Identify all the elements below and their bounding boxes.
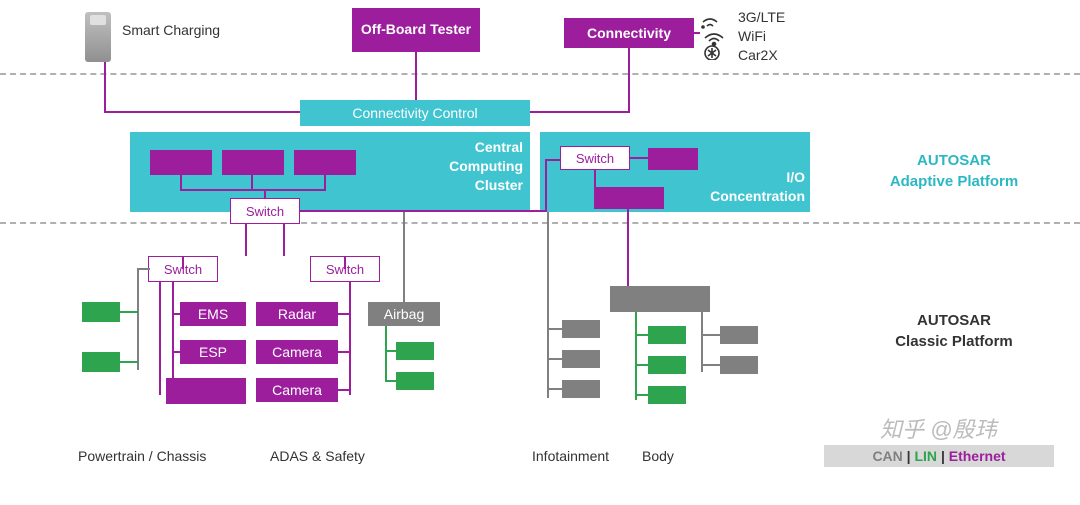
esp-module: ESP (180, 340, 246, 364)
switch-io: Switch (560, 146, 630, 170)
io-concentration-label: I/O Concentration (690, 168, 805, 206)
domain-body: Body (642, 448, 674, 464)
domain-powertrain: Powertrain / Chassis (78, 448, 206, 464)
airbag-module: Airbag (368, 302, 440, 326)
body-green-1 (648, 326, 686, 344)
body-green-3 (648, 386, 686, 404)
infotainment-block-3 (562, 380, 600, 398)
infotainment-block-1 (562, 320, 600, 338)
io-l1: I/O (786, 169, 805, 185)
adaptive-platform-label: AUTOSARAdaptive Platform (854, 150, 1054, 192)
green-block-l2 (82, 352, 120, 372)
central-l1: Central (475, 139, 523, 155)
legend: CAN | LIN | Ethernet (824, 445, 1054, 467)
cluster-node-1 (150, 150, 212, 175)
dashed-separator-lower (0, 222, 1080, 224)
wireless-car2x: Car2X (738, 47, 778, 63)
wireless-wifi: WiFi (738, 28, 766, 44)
camera2-module: Camera (256, 378, 338, 402)
powertrain-purple-block (166, 378, 246, 404)
legend-sep2: | (941, 448, 949, 464)
central-l2: Computing (449, 158, 523, 174)
connectivity-box: Connectivity (564, 18, 694, 48)
connectivity-control-band: Connectivity Control (300, 100, 530, 126)
body-green-2 (648, 356, 686, 374)
domain-adas: ADAS & Safety (270, 448, 365, 464)
smart-charging-label: Smart Charging (122, 22, 220, 38)
cluster-node-2 (222, 150, 284, 175)
ems-module: EMS (180, 302, 246, 326)
body-gateway (610, 286, 710, 312)
switch-left: Switch (148, 256, 218, 282)
green-block-a1 (396, 342, 434, 360)
classic-platform-label: AUTOSARClassic Platform (854, 310, 1054, 352)
wireless-icons (700, 8, 734, 63)
green-block-l1 (82, 302, 120, 322)
green-block-a2 (396, 372, 434, 390)
off-board-tester-box: Off-Board Tester (352, 8, 480, 52)
io-node-1 (648, 148, 698, 170)
dashed-separator-upper (0, 73, 1080, 75)
body-gray-1 (720, 326, 758, 344)
legend-lin: LIN (914, 448, 937, 464)
watermark: 知乎 @殷玮 (880, 412, 996, 444)
body-gray-2 (720, 356, 758, 374)
switch-right: Switch (310, 256, 380, 282)
io-node-2 (594, 187, 664, 209)
switch-central: Switch (230, 198, 300, 224)
wireless-3glte: 3G/LTE (738, 9, 785, 25)
radar-module: Radar (256, 302, 338, 326)
io-l2: Concentration (710, 188, 805, 204)
infotainment-block-2 (562, 350, 600, 368)
domain-infotainment: Infotainment (532, 448, 609, 464)
central-cluster-label: Central Computing Cluster (348, 138, 523, 195)
central-l3: Cluster (475, 177, 523, 193)
legend-can: CAN (872, 448, 902, 464)
camera1-module: Camera (256, 340, 338, 364)
charging-station-icon (85, 12, 111, 62)
wireless-labels: 3G/LTE WiFi Car2X (738, 8, 785, 65)
legend-eth: Ethernet (949, 448, 1006, 464)
cluster-node-3 (294, 150, 356, 175)
